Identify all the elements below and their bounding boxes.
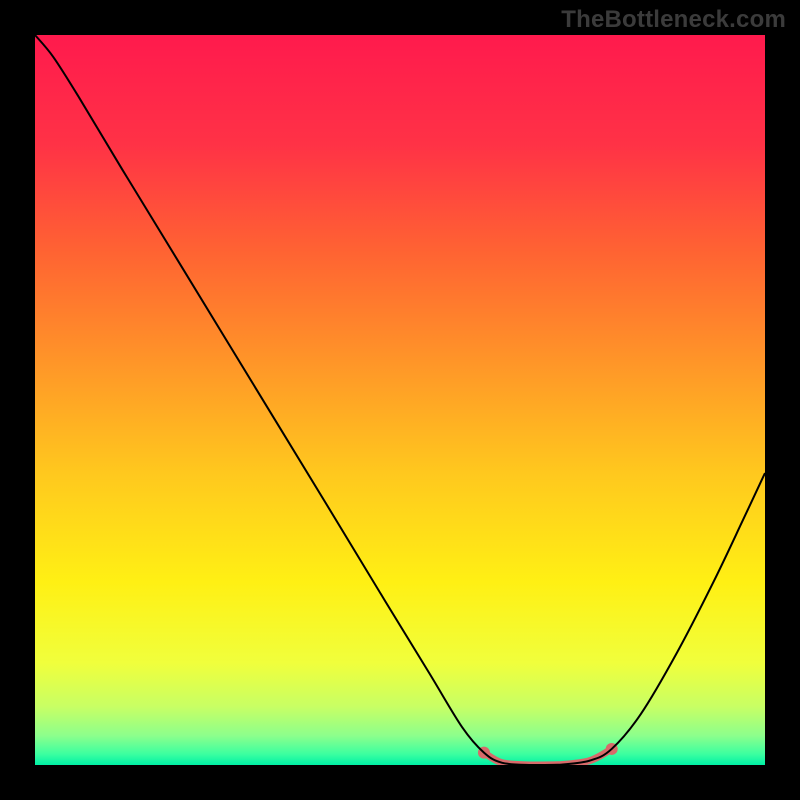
bottleneck-curve-chart <box>35 35 765 765</box>
figure-frame: TheBottleneck.com <box>0 0 800 800</box>
watermark-text: TheBottleneck.com <box>561 6 786 34</box>
gradient-background <box>35 35 765 765</box>
